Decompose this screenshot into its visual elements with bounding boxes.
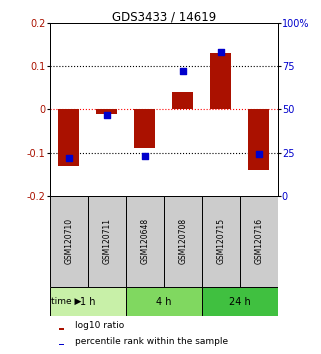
Title: GDS3433 / 14619: GDS3433 / 14619 bbox=[112, 10, 216, 23]
Text: GSM120716: GSM120716 bbox=[254, 218, 263, 264]
Text: GSM120715: GSM120715 bbox=[216, 218, 225, 264]
Bar bbox=[248, 109, 269, 170]
Point bbox=[142, 153, 147, 159]
Point bbox=[180, 69, 185, 74]
Point bbox=[218, 50, 223, 55]
Text: 4 h: 4 h bbox=[156, 297, 171, 307]
Bar bbox=[59, 328, 64, 330]
Text: GSM120711: GSM120711 bbox=[102, 218, 111, 264]
Bar bbox=[126, 287, 202, 316]
Text: 24 h: 24 h bbox=[229, 297, 251, 307]
Point bbox=[66, 155, 71, 161]
Point bbox=[256, 152, 261, 157]
Bar bbox=[202, 287, 278, 316]
Bar bbox=[88, 196, 126, 287]
Text: GSM120710: GSM120710 bbox=[64, 218, 73, 264]
Bar bbox=[202, 196, 240, 287]
Bar bbox=[210, 53, 231, 109]
Bar bbox=[50, 287, 126, 316]
Text: percentile rank within the sample: percentile rank within the sample bbox=[75, 337, 228, 346]
Bar bbox=[172, 92, 193, 109]
Text: log10 ratio: log10 ratio bbox=[75, 321, 124, 330]
Bar bbox=[134, 109, 155, 148]
Bar bbox=[240, 196, 278, 287]
Bar bbox=[126, 196, 164, 287]
Point bbox=[104, 112, 109, 118]
Bar bbox=[58, 109, 79, 166]
Bar bbox=[50, 196, 88, 287]
Bar bbox=[164, 196, 202, 287]
Text: GSM120708: GSM120708 bbox=[178, 218, 187, 264]
Text: GSM120648: GSM120648 bbox=[140, 218, 149, 264]
Text: time ▶: time ▶ bbox=[50, 297, 81, 306]
Text: 1 h: 1 h bbox=[80, 297, 95, 307]
Bar bbox=[59, 344, 64, 346]
Bar bbox=[96, 109, 117, 114]
